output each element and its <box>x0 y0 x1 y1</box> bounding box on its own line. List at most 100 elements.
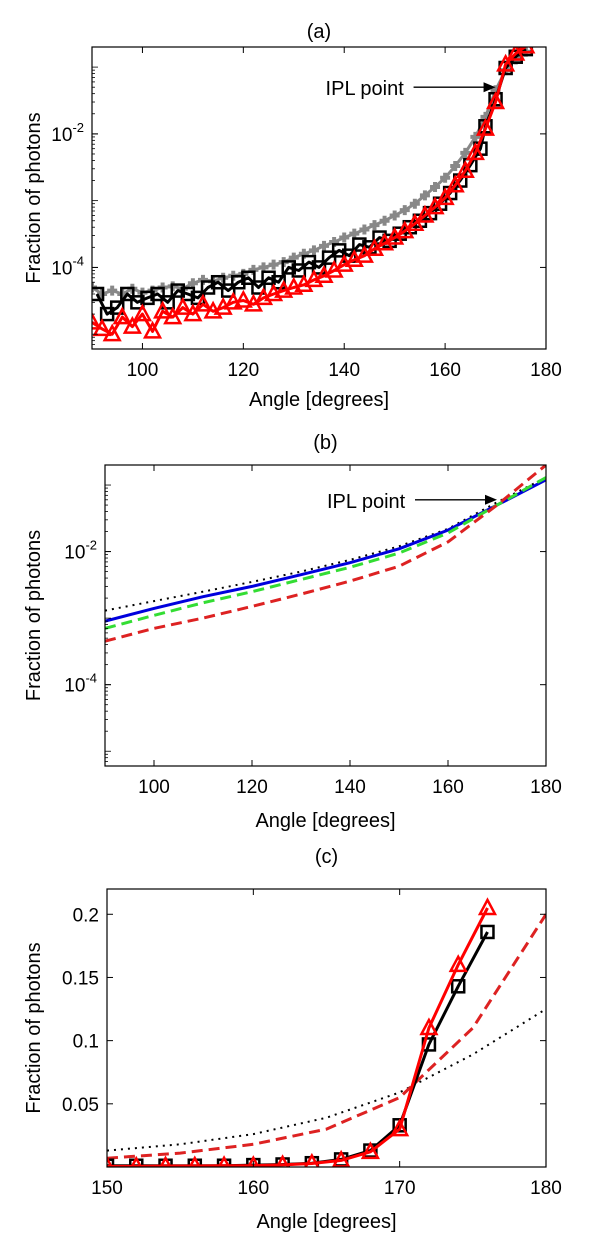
point-plus <box>419 190 430 201</box>
point-triangle <box>275 1154 290 1167</box>
plot-area-b <box>105 465 546 643</box>
point-plus <box>409 198 420 209</box>
ipl-annotation: IPL point <box>326 78 405 100</box>
axes-frame-a <box>91 46 547 350</box>
point-plus <box>389 210 400 221</box>
point-triangle <box>496 53 516 72</box>
point-triangle <box>415 204 435 223</box>
point-plus <box>359 224 370 235</box>
point-triangle <box>233 289 253 308</box>
x-tick-label: 180 <box>530 777 562 798</box>
point-triangle <box>448 954 468 973</box>
point-triangle <box>112 306 132 325</box>
point-square <box>220 283 236 298</box>
point-square <box>160 295 175 310</box>
point-square <box>170 283 186 298</box>
point-triangle <box>107 1155 114 1167</box>
x-axis-label: Angle [degrees] <box>255 810 395 832</box>
point-triangle <box>188 1155 202 1167</box>
y-tick-label: 0.2 <box>73 905 99 926</box>
axes-frame-c <box>106 888 547 1168</box>
x-tick-label: 160 <box>237 1178 269 1199</box>
axes-frame-b <box>104 464 547 767</box>
series-line-c-1 <box>107 913 546 1160</box>
point-plus <box>308 245 319 256</box>
point-triangle <box>142 320 163 339</box>
x-axis-label: Angle [degrees] <box>256 1211 396 1233</box>
panel-b: (b) 100 120 140 160 180 10-4 10-2 Angle [degrees… <box>23 432 562 832</box>
y-tick-label: 10-2 <box>64 538 97 564</box>
y-axis-label: Fraction of photons <box>23 942 45 1113</box>
point-square <box>210 274 226 290</box>
x-tick-label: 120 <box>227 360 259 381</box>
point-triangle <box>516 47 536 54</box>
point-plus <box>349 228 360 239</box>
y-tick-label: 0.1 <box>73 1032 99 1053</box>
point-square <box>130 295 145 310</box>
point-plus <box>268 259 279 270</box>
point-triangle <box>92 318 112 337</box>
x-tick-label: 170 <box>384 1178 416 1199</box>
point-triangle <box>445 174 465 193</box>
point-triangle <box>102 323 122 342</box>
point-triangle <box>465 142 485 161</box>
x-axis-label: Angle [degrees] <box>249 389 389 411</box>
point-plus <box>470 131 481 142</box>
panel-title-a: (a) <box>307 21 331 43</box>
point-triangle <box>159 1155 172 1167</box>
point-triangle <box>246 1155 260 1167</box>
x-tick-label: 100 <box>127 360 159 381</box>
point-plus <box>460 147 471 158</box>
point-plus <box>319 240 330 251</box>
point-triangle <box>153 300 173 319</box>
point-triangle <box>405 213 425 232</box>
y-tick-label: 0.05 <box>62 1095 99 1116</box>
point-plus <box>107 285 118 296</box>
ipl-annotation: IPL point <box>327 491 406 513</box>
series-line-b-0 <box>105 476 546 612</box>
point-plus <box>379 215 390 226</box>
point-square <box>450 979 466 994</box>
point-square <box>109 300 125 315</box>
point-square <box>480 924 495 940</box>
point-triangle <box>390 1118 410 1137</box>
point-plus <box>450 161 461 172</box>
y-tick-label: 10-2 <box>51 120 84 146</box>
x-tick-label: 180 <box>530 1178 562 1199</box>
point-plus <box>369 220 380 231</box>
series-line-b-3 <box>105 465 546 643</box>
plot-area-a <box>92 47 536 342</box>
point-square <box>321 250 337 265</box>
point-plus <box>339 232 350 243</box>
x-tick-label: 140 <box>328 360 360 381</box>
y-axis-label: Fraction of photons <box>23 112 45 283</box>
point-triangle <box>435 187 455 206</box>
point-plus <box>187 278 198 289</box>
point-triangle <box>193 293 213 312</box>
point-square <box>92 286 105 302</box>
arrow-head-icon <box>485 494 497 505</box>
y-tick-label: 0.15 <box>62 968 99 989</box>
point-square <box>261 270 276 286</box>
y-axis-label: Fraction of photons <box>23 530 45 701</box>
point-triangle <box>132 303 153 322</box>
point-triangle <box>217 1155 231 1167</box>
point-triangle <box>304 1152 320 1167</box>
x-tick-label: 180 <box>530 360 562 381</box>
point-triangle <box>475 117 496 136</box>
arrow-head-icon <box>483 82 496 93</box>
plot-area-c <box>107 897 546 1167</box>
series-line-c-2 <box>107 931 489 1167</box>
point-square <box>231 274 246 290</box>
point-triangle <box>130 1155 143 1167</box>
x-tick-label: 140 <box>334 777 366 798</box>
point-square <box>281 260 296 275</box>
point-triangle <box>360 1141 380 1160</box>
panel-title-c: (c) <box>315 846 338 868</box>
point-triangle <box>122 315 142 334</box>
point-triangle <box>455 160 475 179</box>
y-tick-label: 10-4 <box>51 253 84 279</box>
point-plus <box>430 182 441 193</box>
point-triangle <box>223 291 243 310</box>
